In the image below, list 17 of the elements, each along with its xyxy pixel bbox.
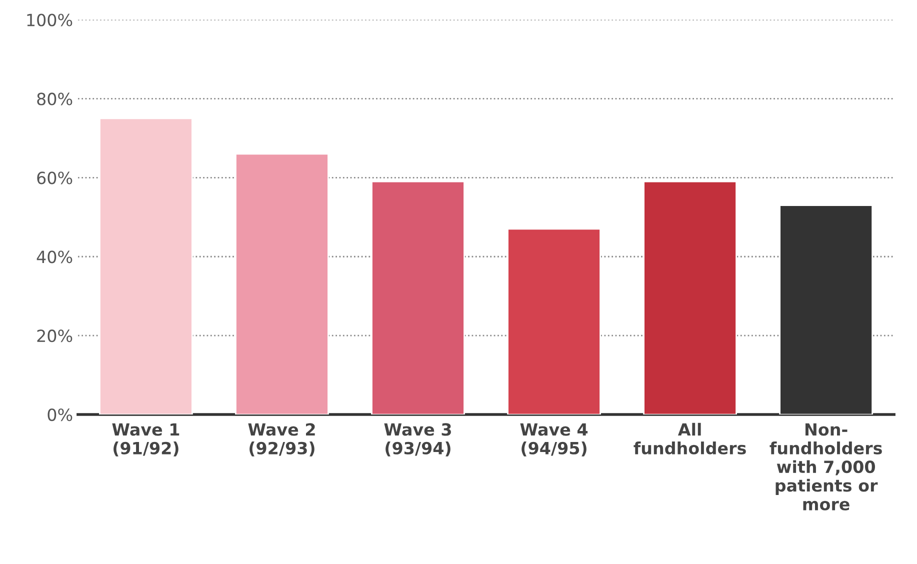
x-tick-label: Wave 1 (91/92) <box>112 423 180 456</box>
y-tick-label: 20% <box>37 330 72 342</box>
x-tick-label: All fundholders <box>634 422 746 454</box>
x-tick-label: Wave 3 (93/94) <box>384 423 451 456</box>
x-tick-label: Non- fundholders with 7,000 patients or more <box>770 423 882 510</box>
bar <box>235 153 329 415</box>
y-tick-label: 0% <box>48 408 72 422</box>
bar <box>507 228 601 415</box>
y-tick-label: 100% <box>27 14 72 26</box>
bar <box>99 118 193 415</box>
x-tick-label: Wave 4 (94/95) <box>520 423 588 456</box>
y-tick-label: 60% <box>37 172 72 184</box>
y-tick-label: 80% <box>37 92 72 106</box>
x-tick-label: Wave 2 (92/93) <box>248 423 315 456</box>
bar <box>643 180 737 415</box>
y-tick-label: 40% <box>36 250 72 264</box>
bar <box>371 180 465 415</box>
